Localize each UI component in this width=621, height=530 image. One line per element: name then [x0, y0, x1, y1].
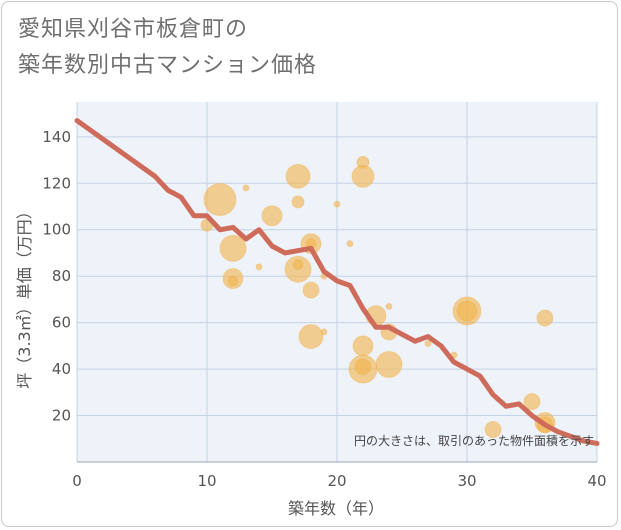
data-bubble [292, 259, 304, 271]
data-bubble [346, 240, 354, 248]
x-tick-label: 10 [197, 472, 216, 490]
y-tick-label: 20 [52, 407, 71, 425]
y-tick-label: 80 [52, 267, 71, 285]
data-bubble [219, 234, 247, 262]
data-bubble [536, 309, 554, 327]
chart-title-line2: 築年数別中古マンション価格 [18, 53, 318, 78]
x-tick-label: 0 [72, 472, 82, 490]
y-tick-label: 60 [52, 314, 71, 332]
x-tick-label: 30 [457, 472, 476, 490]
x-axis-title: 築年数（年） [288, 499, 384, 518]
data-bubble [261, 205, 283, 227]
data-bubble [242, 184, 250, 192]
data-bubble [354, 358, 372, 376]
x-tick-label: 20 [327, 472, 346, 490]
data-bubble [352, 335, 374, 357]
data-bubble [203, 183, 237, 217]
chart-title-line1: 愛知県刈谷市板倉町の [18, 17, 249, 42]
y-axis-title: 坪（3.3㎡）単価（万円） [15, 203, 34, 388]
data-bubble [227, 275, 239, 287]
data-bubble [333, 200, 341, 208]
data-bubble [291, 195, 305, 209]
y-tick-label: 140 [42, 128, 71, 146]
data-bubble [298, 324, 324, 350]
data-bubble [320, 328, 328, 336]
data-bubble [302, 281, 320, 299]
data-bubble [351, 164, 375, 188]
trend-line [74, 118, 600, 446]
chart-title: 愛知県刈谷市板倉町の 築年数別中古マンション価格 [18, 12, 317, 84]
data-bubble [285, 163, 311, 189]
data-bubble [255, 263, 263, 271]
size-note: 円の大きさは、取引のあった物件面積を示す [354, 433, 594, 448]
y-tick-label: 40 [52, 360, 71, 378]
data-bubble [484, 420, 502, 438]
data-bubble [456, 300, 478, 322]
data-bubble [523, 393, 541, 411]
x-tick-label: 40 [587, 472, 606, 490]
y-tick-label: 120 [42, 174, 71, 192]
y-tick-label: 100 [42, 221, 71, 239]
data-bubble [385, 302, 393, 310]
data-bubble [375, 350, 403, 378]
data-bubble [424, 340, 432, 348]
